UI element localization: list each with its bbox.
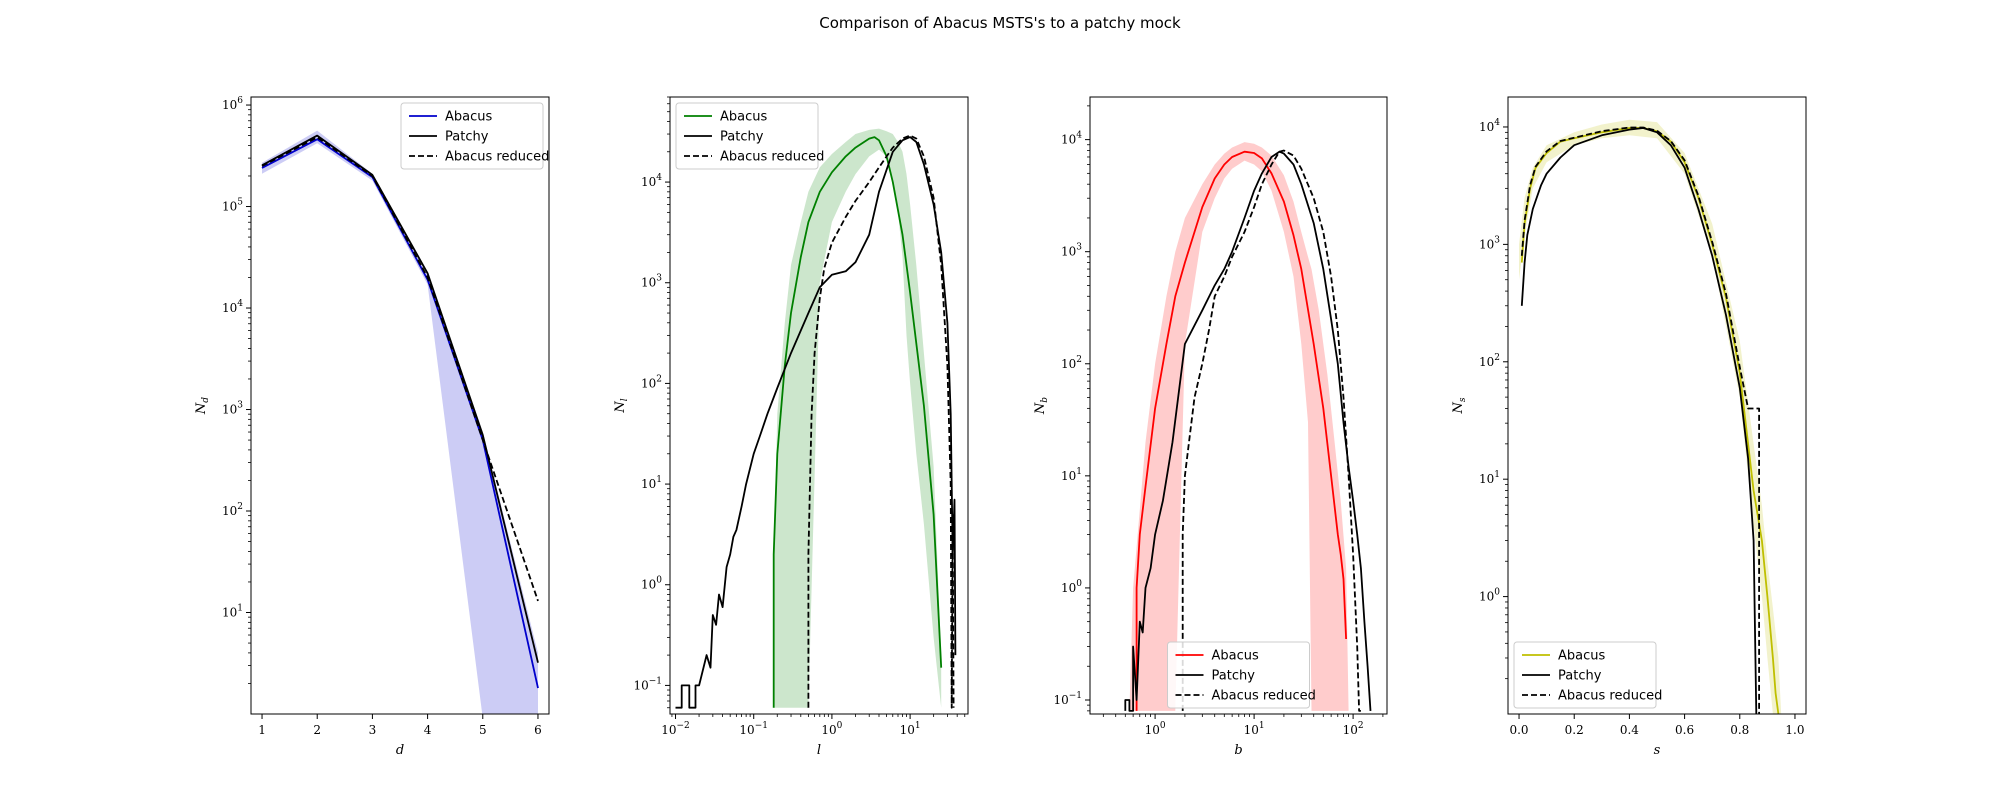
y-tick-label: 103: [641, 274, 662, 290]
legend: Abacus Patchy Abacus reduced: [1513, 641, 1662, 709]
series-line-abacus-reduced: [1181, 149, 1361, 712]
y-tick-label: 101: [641, 475, 662, 491]
x-axis-label: s: [1654, 743, 1661, 758]
x-tick-label: 1: [258, 723, 266, 737]
y-axis-label: Nb: [1033, 397, 1050, 415]
x-tick-label: 100: [1145, 721, 1166, 737]
legend-entry: Abacus reduced: [720, 150, 824, 165]
legend-entry: Patchy: [445, 130, 489, 145]
legend-box: [675, 102, 819, 170]
y-axis-label: Ns: [1451, 397, 1468, 414]
y-tick-label: 101: [222, 604, 243, 620]
y-tick-label: 106: [222, 96, 243, 112]
y-tick-label: 103: [222, 401, 243, 417]
subplot-l: 10−2 10−1 100 101 10−1 100 101 102 103 104 l Nl Abac…: [613, 96, 969, 758]
series-line-abacus: [772, 136, 943, 708]
y-axis-label: Nl: [613, 398, 630, 413]
x-axis-label: b: [1234, 743, 1242, 758]
y-axis-label: Nd: [194, 397, 211, 415]
y-tick-label: 100: [641, 576, 662, 592]
y-tick-label: 105: [222, 198, 243, 214]
figure-title: Comparison of Abacus MSTS's to a patchy …: [819, 14, 1181, 32]
legend-box: [1167, 641, 1310, 709]
y-tick-label: 101: [1061, 467, 1082, 483]
y-tick-label: 104: [641, 173, 662, 189]
x-tick-label: 5: [479, 723, 487, 737]
series-line-patchy: [261, 134, 539, 663]
legend-entry: Patchy: [720, 130, 764, 145]
y-tick-label: 100: [1061, 579, 1082, 595]
y-tick-label: 104: [1061, 131, 1082, 147]
x-tick-label: 0.0: [1509, 723, 1528, 737]
x-tick-label: 2: [313, 723, 321, 737]
x-tick-label: 102: [1343, 721, 1364, 737]
legend-entry: Abacus reduced: [445, 150, 549, 165]
x-tick-label: 3: [369, 723, 377, 737]
subplot-b: 100 101 102 10−1 100 101 102 103 104 b Nb Abacus Pat…: [1033, 96, 1388, 758]
x-tick-label: 101: [1244, 721, 1265, 737]
y-tick-label: 10−1: [1053, 691, 1082, 707]
x-tick-label: 1.0: [1785, 723, 1804, 737]
legend-entry: Patchy: [1558, 669, 1602, 684]
y-tick-label: 103: [1061, 243, 1082, 259]
legend: Abacus Patchy Abacus reduced: [400, 102, 549, 170]
x-axis-label: l: [817, 743, 821, 758]
y-tick-label: 100: [1479, 588, 1500, 604]
legend: Abacus Patchy Abacus reduced: [675, 102, 824, 170]
x-tick-label: 100: [821, 721, 842, 737]
confidence-band-abacus: [773, 128, 942, 708]
x-axis-label: d: [396, 743, 404, 758]
y-tick-label: 103: [1479, 235, 1500, 251]
y-tick-label: 102: [641, 374, 662, 390]
subplot-s: 0.0 0.2 0.4 0.6 0.8 1.0 100 101 102 103 104 s Ns Abac…: [1451, 96, 1807, 758]
x-tick-label: 10−2: [661, 721, 690, 737]
series-line-abacus-reduced: [1520, 126, 1760, 714]
y-tick-label: 104: [222, 299, 243, 315]
plot-area: [261, 130, 539, 714]
axes-frame: [250, 96, 550, 715]
confidence-band-abacus: [1519, 119, 1782, 714]
plot-area: [675, 128, 957, 709]
series-line-patchy: [1520, 127, 1758, 714]
legend-entry: Abacus: [720, 110, 767, 125]
series-line-abacus: [1520, 127, 1780, 714]
x-tick-label: 101: [900, 721, 921, 737]
x-tick-label: 0.2: [1565, 723, 1584, 737]
plot-area: [1519, 119, 1782, 714]
legend-box: [400, 102, 544, 170]
axes-frame: [1507, 96, 1807, 715]
legend-entry: Abacus: [1212, 649, 1259, 664]
plot-area: [1124, 142, 1372, 712]
confidence-band-abacus: [1129, 142, 1349, 711]
x-tick-label: 0.6: [1675, 723, 1694, 737]
series-line-abacus: [261, 138, 539, 689]
series-line-abacus-reduced: [807, 134, 955, 709]
series-line-patchy: [675, 136, 957, 709]
x-tick-label: 0.8: [1730, 723, 1749, 737]
y-tick-label: 102: [1061, 355, 1082, 371]
legend-entry: Abacus reduced: [1212, 689, 1316, 704]
legend: Abacus Patchy Abacus reduced: [1167, 641, 1316, 709]
x-tick-label: 10−1: [739, 721, 768, 737]
y-tick-label: 10−1: [633, 676, 662, 692]
x-tick-label: 6: [534, 723, 542, 737]
x-tick-label: 0.4: [1620, 723, 1639, 737]
series-line-abacus: [1135, 150, 1347, 711]
y-tick-label: 102: [222, 502, 243, 518]
legend-entry: Abacus reduced: [1558, 689, 1662, 704]
series-line-abacus-reduced: [261, 136, 539, 602]
legend-entry: Abacus: [1558, 649, 1605, 664]
legend-entry: Abacus: [445, 110, 492, 125]
x-tick-label: 4: [424, 723, 432, 737]
confidence-band-abacus: [262, 130, 538, 714]
y-tick-label: 102: [1479, 353, 1500, 369]
legend-box: [1513, 641, 1657, 709]
y-tick-label: 101: [1479, 470, 1500, 486]
y-tick-label: 104: [1479, 118, 1500, 134]
subplot-d: 1 2 3 4 5 6101102103104105106dNdAbacusPatchyA…: [194, 96, 550, 758]
legend-entry: Patchy: [1212, 669, 1256, 684]
